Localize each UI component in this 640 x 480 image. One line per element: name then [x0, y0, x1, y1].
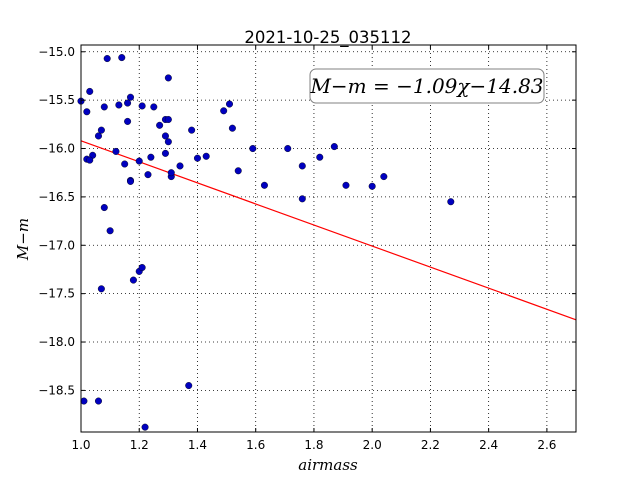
data-point — [249, 145, 257, 153]
x-tick-label: 2.4 — [479, 438, 498, 452]
fit-line-layer — [80, 140, 577, 321]
data-point — [150, 103, 158, 111]
data-point — [100, 204, 108, 212]
data-point — [141, 423, 149, 431]
data-point — [118, 54, 126, 62]
y-tick-label: −18.5 — [38, 383, 75, 397]
data-point — [100, 103, 108, 111]
data-point — [126, 177, 134, 185]
data-point — [80, 397, 88, 405]
data-point — [167, 169, 175, 177]
data-point — [342, 181, 350, 189]
data-point — [94, 397, 102, 405]
data-point — [103, 55, 111, 63]
data-point — [447, 198, 455, 206]
data-point — [121, 160, 129, 168]
y-tick-labels: −15.0 −15.5 −16.0 −16.5 −17.0 −17.5 −18.0 −18.5 — [38, 45, 75, 398]
data-point — [138, 264, 146, 272]
x-tick-label: 2.6 — [537, 438, 556, 452]
data-point — [106, 227, 114, 235]
data-point — [86, 156, 94, 164]
x-tick-label: 2.0 — [363, 438, 382, 452]
data-point — [298, 195, 306, 203]
y-tick-label: −18.0 — [38, 335, 75, 349]
data-point — [202, 152, 210, 160]
x-tick-label: 1.6 — [246, 438, 265, 452]
data-point — [144, 171, 152, 179]
data-point — [156, 121, 164, 129]
y-tick-label: −15.5 — [38, 93, 75, 107]
data-point — [380, 173, 388, 181]
data-point — [161, 149, 169, 157]
data-point — [176, 162, 184, 170]
data-point — [135, 157, 143, 165]
data-point — [164, 74, 172, 82]
data-point — [126, 93, 134, 101]
data-point — [147, 153, 155, 161]
data-point — [234, 167, 242, 175]
data-point — [225, 100, 233, 108]
data-point — [138, 102, 146, 110]
data-point — [97, 285, 105, 293]
data-point — [129, 276, 137, 284]
x-tick-label: 1.8 — [304, 438, 323, 452]
data-point — [94, 132, 102, 140]
data-point — [124, 99, 132, 107]
x-tick-label: 2.2 — [421, 438, 440, 452]
fit-equation: M−m = −1.09χ−14.83 — [309, 74, 543, 98]
data-point — [115, 101, 123, 109]
x-tick-label: 1.4 — [188, 438, 207, 452]
data-point — [86, 87, 94, 95]
fit-equation-box: M−m = −1.09χ−14.83 — [309, 68, 545, 104]
data-point — [260, 181, 268, 189]
chart-title: 2021-10-25_035112 — [244, 28, 411, 48]
data-point — [228, 124, 236, 132]
data-point — [83, 108, 91, 116]
data-point — [193, 154, 201, 162]
data-point — [185, 382, 193, 390]
data-point — [112, 147, 120, 155]
data-point — [188, 126, 196, 134]
x-tick-label: 1.0 — [71, 438, 90, 452]
y-tick-label: −17.0 — [38, 238, 75, 252]
data-point — [164, 115, 172, 123]
x-axis-label: airmass — [298, 456, 358, 474]
data-point — [161, 132, 169, 140]
plot-area — [80, 44, 577, 433]
y-tick-label: −17.5 — [38, 287, 75, 301]
x-tick-label: 1.2 — [130, 438, 149, 452]
fit-line — [80, 140, 577, 321]
data-point — [316, 153, 324, 161]
equation-box-frame — [309, 68, 545, 104]
data-point — [164, 138, 172, 146]
data-points — [77, 54, 455, 431]
data-point — [284, 145, 292, 153]
y-tick-label: −15.0 — [38, 45, 75, 59]
data-point — [368, 182, 376, 190]
data-point — [298, 162, 306, 170]
data-point — [97, 126, 105, 134]
data-point — [220, 107, 228, 115]
y-axis-label: M−m — [14, 218, 32, 261]
y-tick-label: −16.0 — [38, 142, 75, 156]
x-tick-labels: 1.0 1.2 1.4 1.6 1.8 2.0 2.2 2.4 2.6 — [71, 438, 556, 452]
data-point — [124, 117, 132, 125]
data-point — [330, 143, 338, 151]
y-tick-label: −16.5 — [38, 190, 75, 204]
axis-ticks — [80, 45, 576, 432]
